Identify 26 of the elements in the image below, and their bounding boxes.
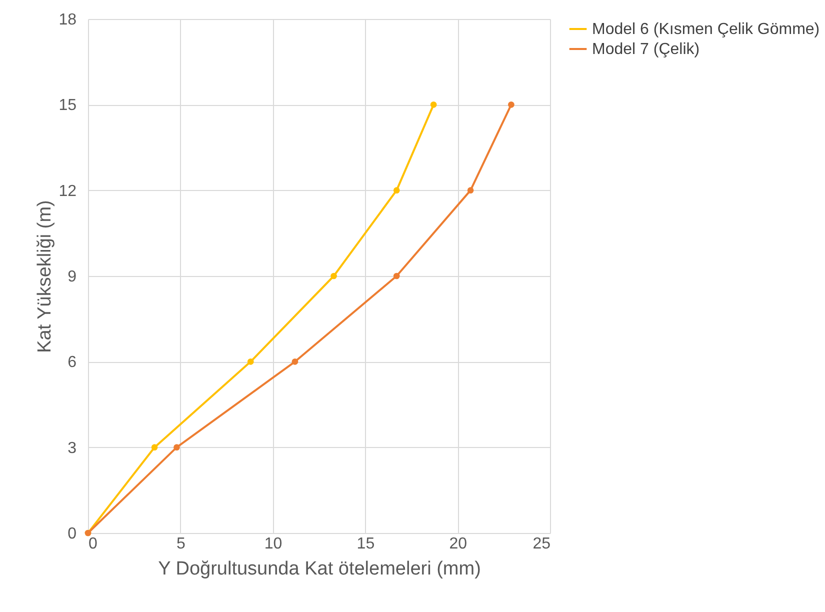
- x-tick-label: 25: [532, 536, 551, 552]
- x-tick-label: 15: [356, 536, 375, 552]
- point: [393, 187, 400, 194]
- x-tick-label: 0: [88, 536, 98, 552]
- point: [174, 444, 180, 450]
- x-tick-label: 20: [449, 536, 468, 552]
- point: [292, 358, 298, 365]
- legend-label: Model 7 (Çelik): [592, 41, 700, 58]
- y-tick-label: 3: [68, 440, 77, 457]
- point: [247, 358, 254, 365]
- legend-label: Model 6 (Kısmen Çelik Gömme): [592, 21, 820, 38]
- y-tick-label: 9: [68, 268, 77, 286]
- x-axis-title: Y Doğrultusunda Kat ötelemeleri (mm): [158, 558, 481, 580]
- y-tick-label: 6: [68, 354, 77, 372]
- y-tick-label: 12: [58, 182, 77, 200]
- x-tick-label: 10: [264, 536, 282, 552]
- point: [508, 102, 514, 108]
- point: [393, 272, 400, 280]
- x-tick-label: 5: [176, 536, 186, 552]
- point: [467, 187, 474, 194]
- y-tick-label: 15: [58, 97, 77, 114]
- point: [430, 102, 437, 108]
- point: [151, 444, 158, 450]
- y-axis-title: Kat Yüksekliği (m): [34, 200, 56, 353]
- point: [330, 272, 337, 280]
- y-tick-label: 18: [58, 12, 77, 28]
